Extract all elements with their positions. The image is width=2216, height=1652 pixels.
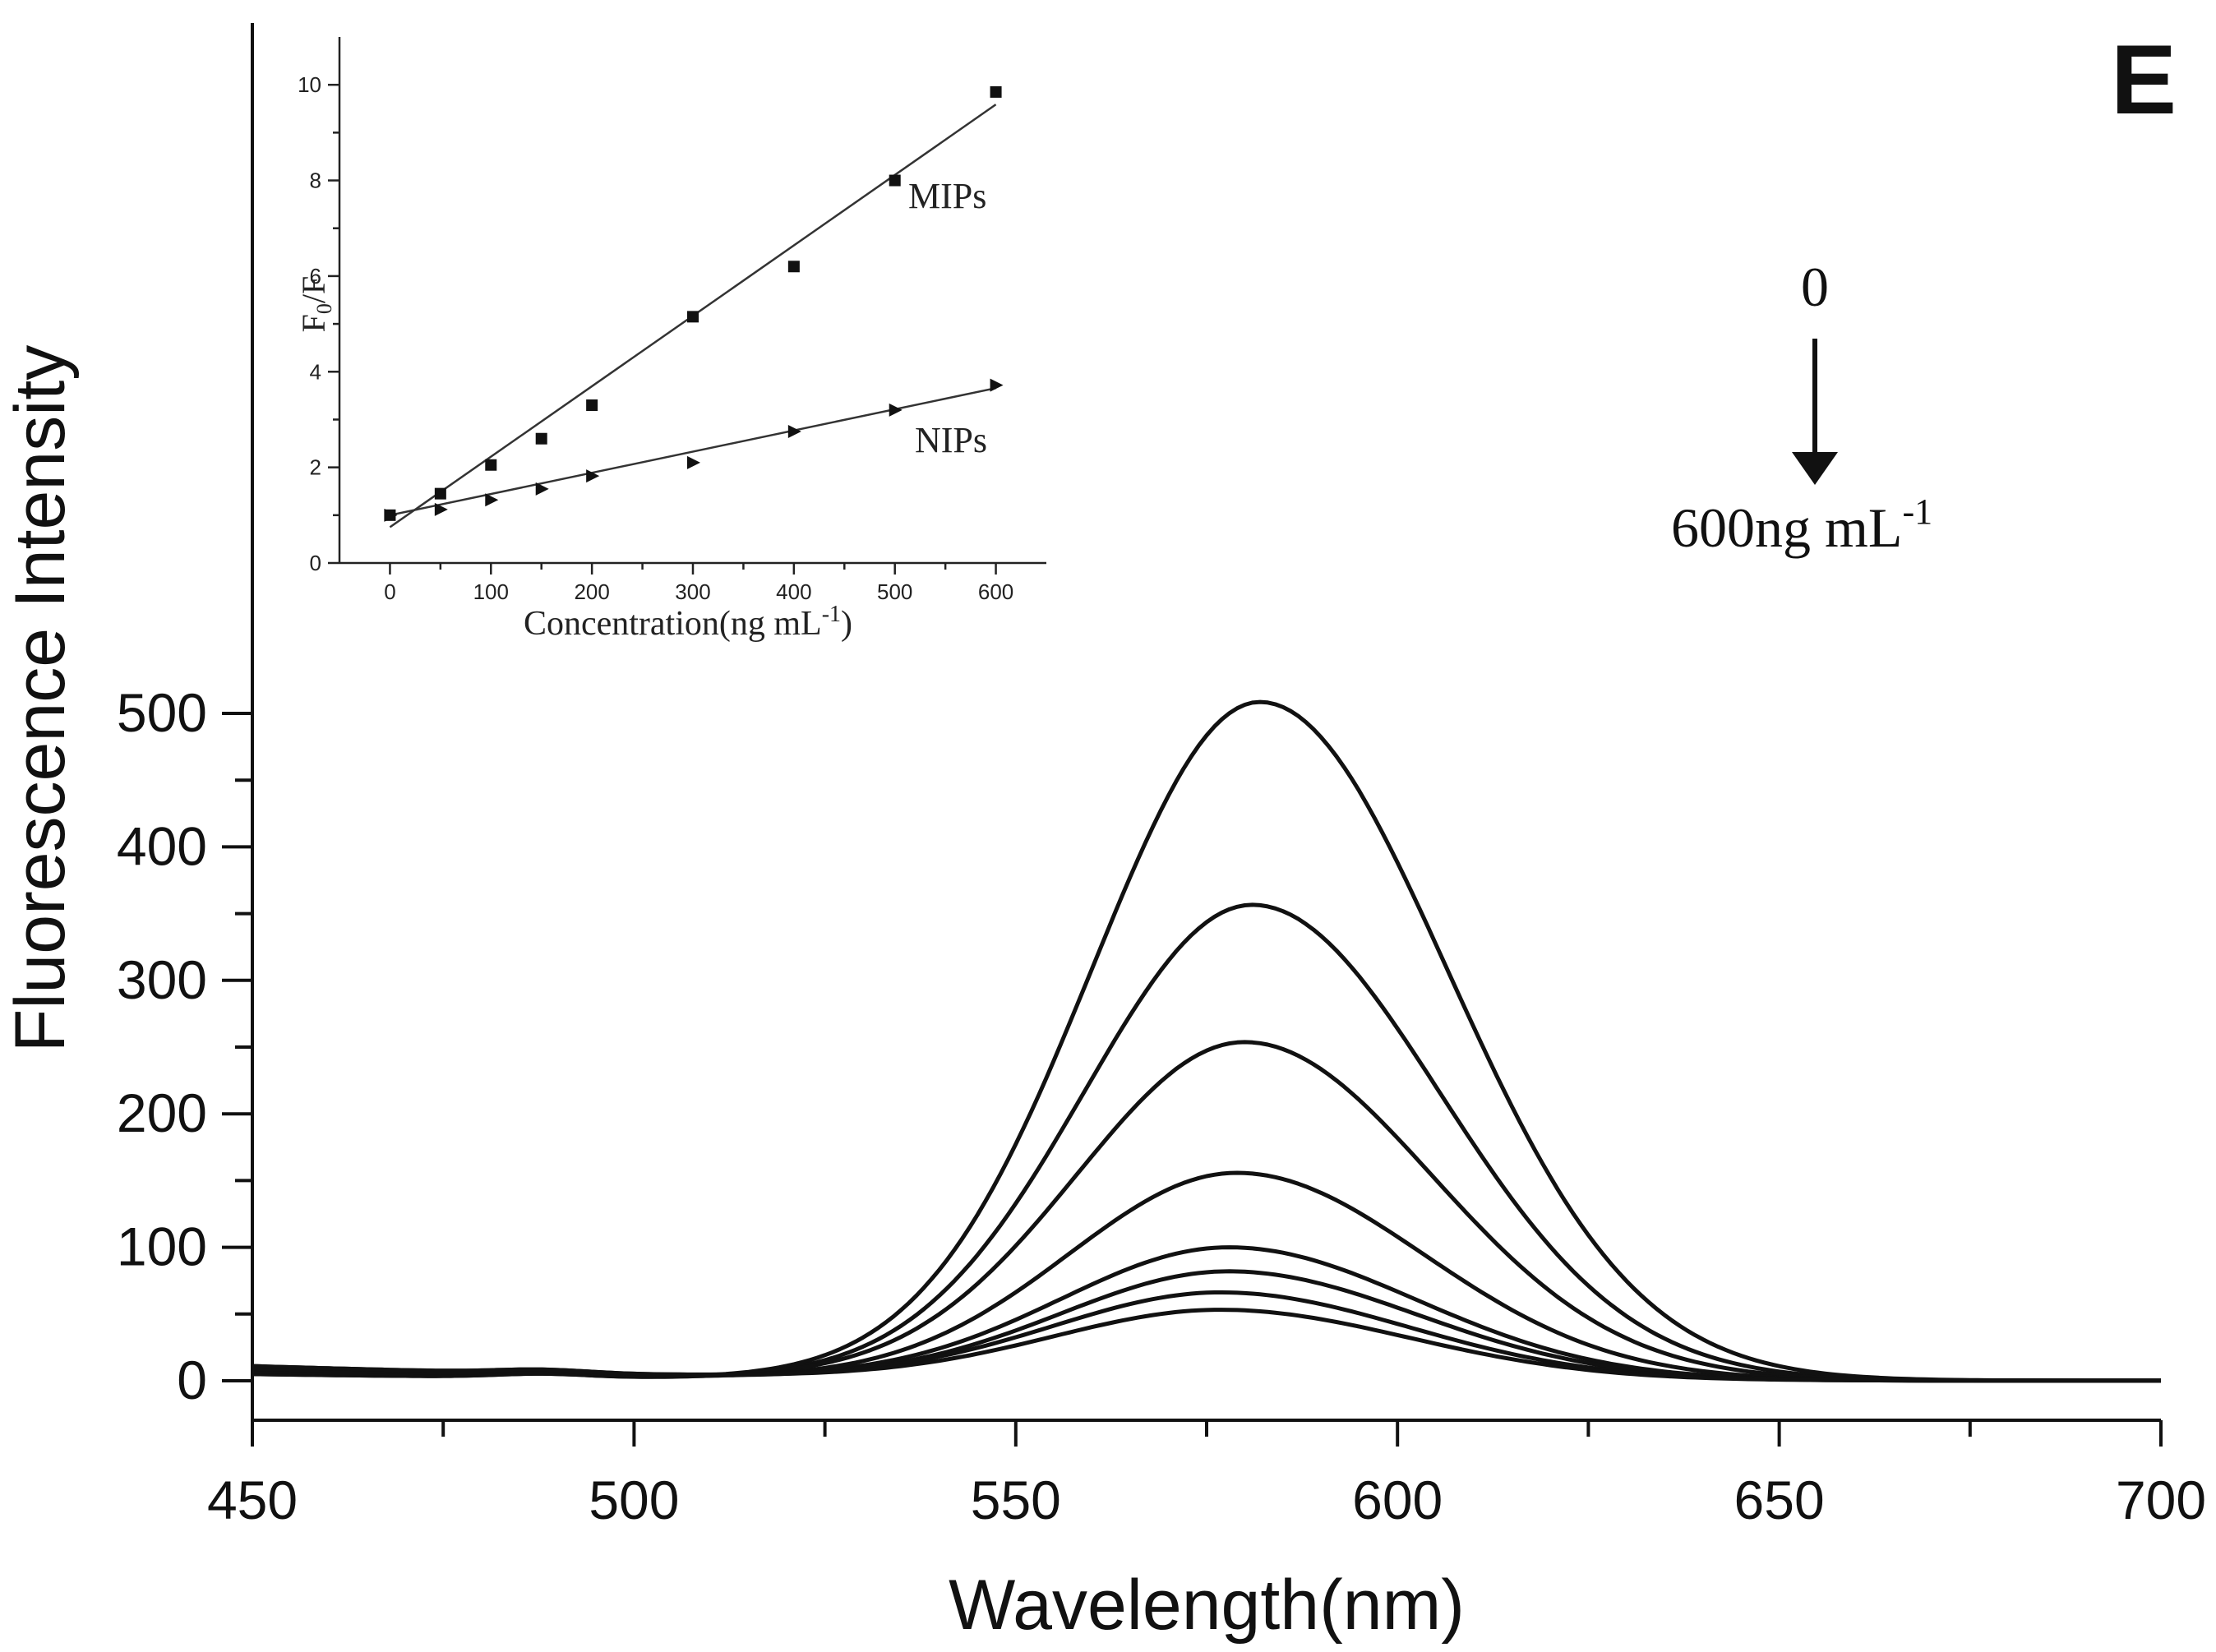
inset-x-tick-label: 200 [574, 579, 609, 604]
y-tick-label: 400 [117, 815, 207, 876]
nips-point [535, 482, 549, 496]
nips-point [787, 425, 801, 438]
mips-point [535, 432, 547, 445]
nips-point [485, 493, 499, 507]
x-tick-label: 550 [971, 1470, 1061, 1530]
arrow-down-icon [1792, 452, 1838, 485]
mips-point [990, 85, 1002, 98]
y-tick-label: 200 [117, 1082, 207, 1143]
series-label-nips: NIPs [915, 420, 987, 460]
annotation-start-label: 0 [1801, 256, 1829, 318]
nips-point [687, 455, 700, 469]
x-tick-label: 600 [1352, 1470, 1443, 1530]
mips-point [889, 174, 901, 187]
mips-point [434, 487, 446, 500]
nips-point [384, 508, 398, 522]
inset-plot: 0 100 200 300 400 500 600 0 2 4 6 8 10 MIPs NIPs Co… [295, 37, 1046, 643]
nips-fit-line [390, 386, 996, 517]
y-axis-label: Fluorescence Intensity [1, 345, 80, 1052]
x-tick-label: 650 [1734, 1470, 1825, 1530]
nips-point [586, 469, 600, 483]
spectra-series [252, 699, 2161, 1383]
y-tick-label: 500 [117, 682, 207, 743]
nips-point [889, 403, 903, 417]
inset-y-tick-label: 0 [310, 551, 321, 575]
x-axis-label: Wavelength(nm) [949, 1566, 1465, 1645]
inset-x-tick-label: 100 [473, 579, 509, 604]
inset-y-tick-label: 10 [298, 72, 321, 97]
x-tick-label: 700 [2116, 1470, 2206, 1530]
y-tick-label: 0 [177, 1350, 207, 1410]
x-ticks: 450 500 550 600 650 700 [207, 1420, 2206, 1530]
nips-point [434, 502, 448, 516]
inset-data-points [384, 85, 1004, 522]
spectrum-line-1 [252, 699, 2161, 1383]
inset-x-tick-label: 0 [384, 579, 395, 604]
inset-x-tick-label: 300 [675, 579, 710, 604]
inset-x-tick-label: 500 [877, 579, 912, 604]
mips-point [586, 399, 598, 411]
series-label-mips: MIPs [908, 176, 986, 216]
inset-x-tick-label: 400 [776, 579, 811, 604]
inset-y-tick-label: 6 [310, 264, 321, 288]
spectrum-line-8 [252, 1308, 2161, 1383]
x-tick-label: 500 [589, 1470, 679, 1530]
inset-x-tick-label: 600 [978, 579, 1013, 604]
spectrum-line-3 [252, 1040, 2161, 1383]
mips-point [485, 459, 497, 471]
annotation-end-label: 600ng mL-1 [1671, 491, 1932, 559]
mips-point [787, 261, 800, 273]
spectrum-line-6 [252, 1269, 2161, 1383]
panel-label: E [2111, 25, 2177, 135]
nips-point [990, 378, 1004, 392]
y-tick-label: 300 [117, 949, 207, 1010]
inset-y-ticks: 0 2 4 6 8 10 [298, 72, 339, 575]
inset-y-tick-label: 2 [310, 455, 321, 480]
y-tick-label: 100 [117, 1216, 207, 1277]
y-ticks: 0 100 200 300 400 500 [117, 682, 252, 1410]
inset-x-ticks: 0 100 200 300 400 500 600 [384, 563, 1013, 604]
inset-x-axis-label: Concentration(ng mL-1) [524, 602, 852, 643]
concentration-annotation: 0 600ng mL-1 [1671, 256, 1932, 559]
spectrum-line-5 [252, 1245, 2161, 1383]
inset-y-axis-label: F0/F [295, 276, 336, 333]
x-tick-label: 450 [207, 1470, 298, 1530]
mips-point [687, 311, 699, 323]
spectrum-line-4 [252, 1170, 2161, 1383]
inset-y-tick-label: 8 [310, 168, 321, 193]
inset-y-tick-label: 4 [310, 359, 321, 384]
